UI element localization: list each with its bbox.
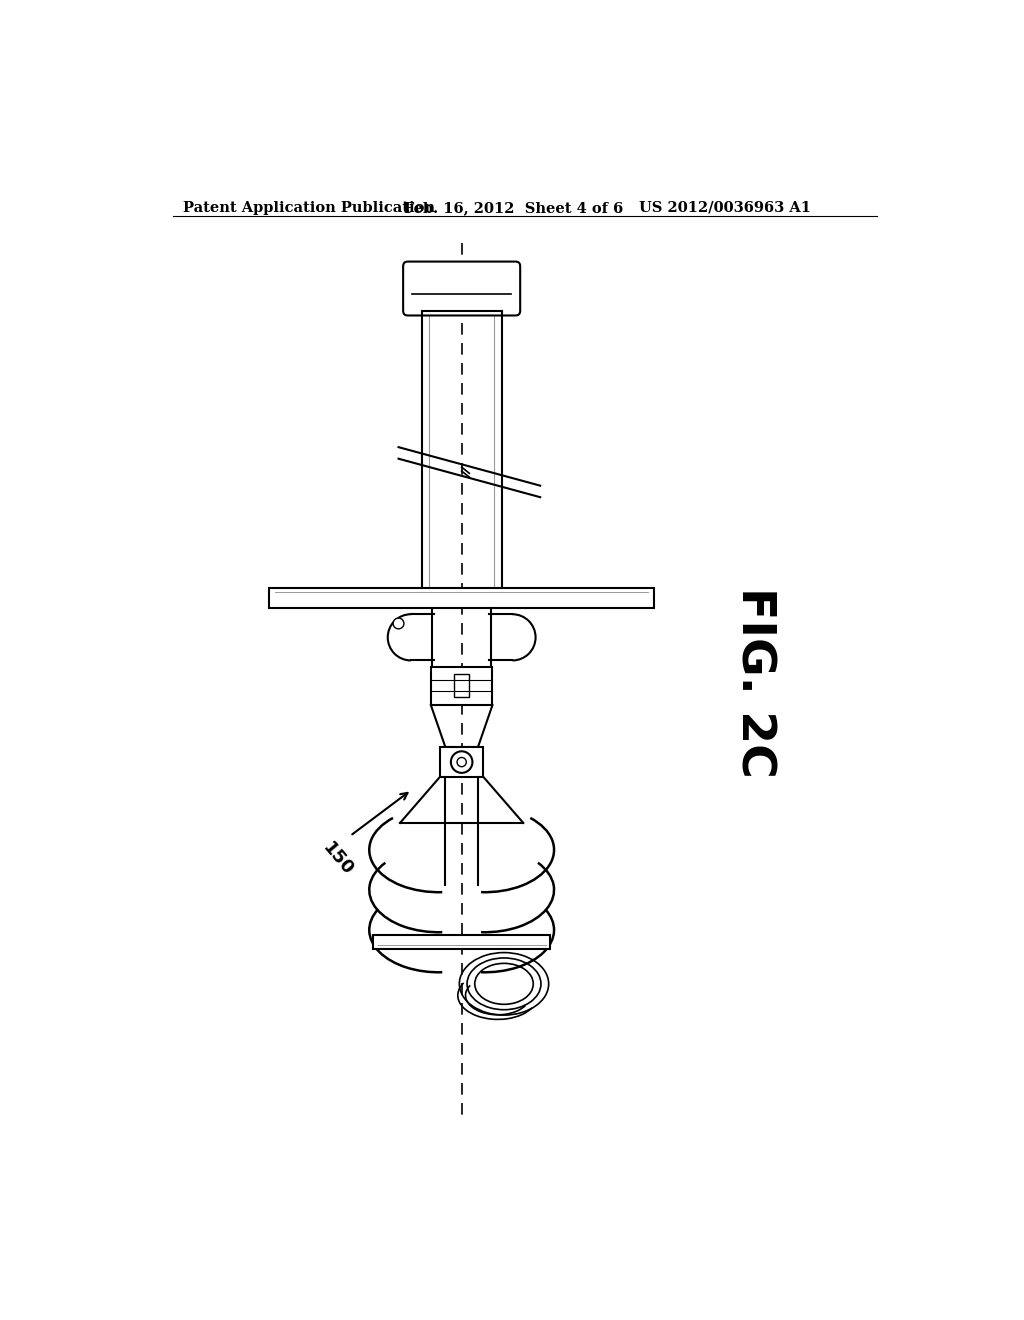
Text: US 2012/0036963 A1: US 2012/0036963 A1 bbox=[639, 201, 811, 215]
Circle shape bbox=[457, 758, 466, 767]
Bar bbox=[431, 667, 493, 705]
Text: Feb. 16, 2012  Sheet 4 of 6: Feb. 16, 2012 Sheet 4 of 6 bbox=[403, 201, 624, 215]
Circle shape bbox=[393, 618, 403, 628]
Bar bbox=[269, 589, 654, 609]
Bar bbox=[373, 936, 550, 949]
Text: Patent Application Publication: Patent Application Publication bbox=[183, 201, 435, 215]
Text: FIG. 2C: FIG. 2C bbox=[732, 586, 777, 777]
Circle shape bbox=[451, 751, 472, 774]
Bar bbox=[454, 675, 469, 697]
Bar bbox=[440, 747, 483, 776]
FancyBboxPatch shape bbox=[403, 261, 520, 315]
Text: 150: 150 bbox=[319, 840, 357, 879]
